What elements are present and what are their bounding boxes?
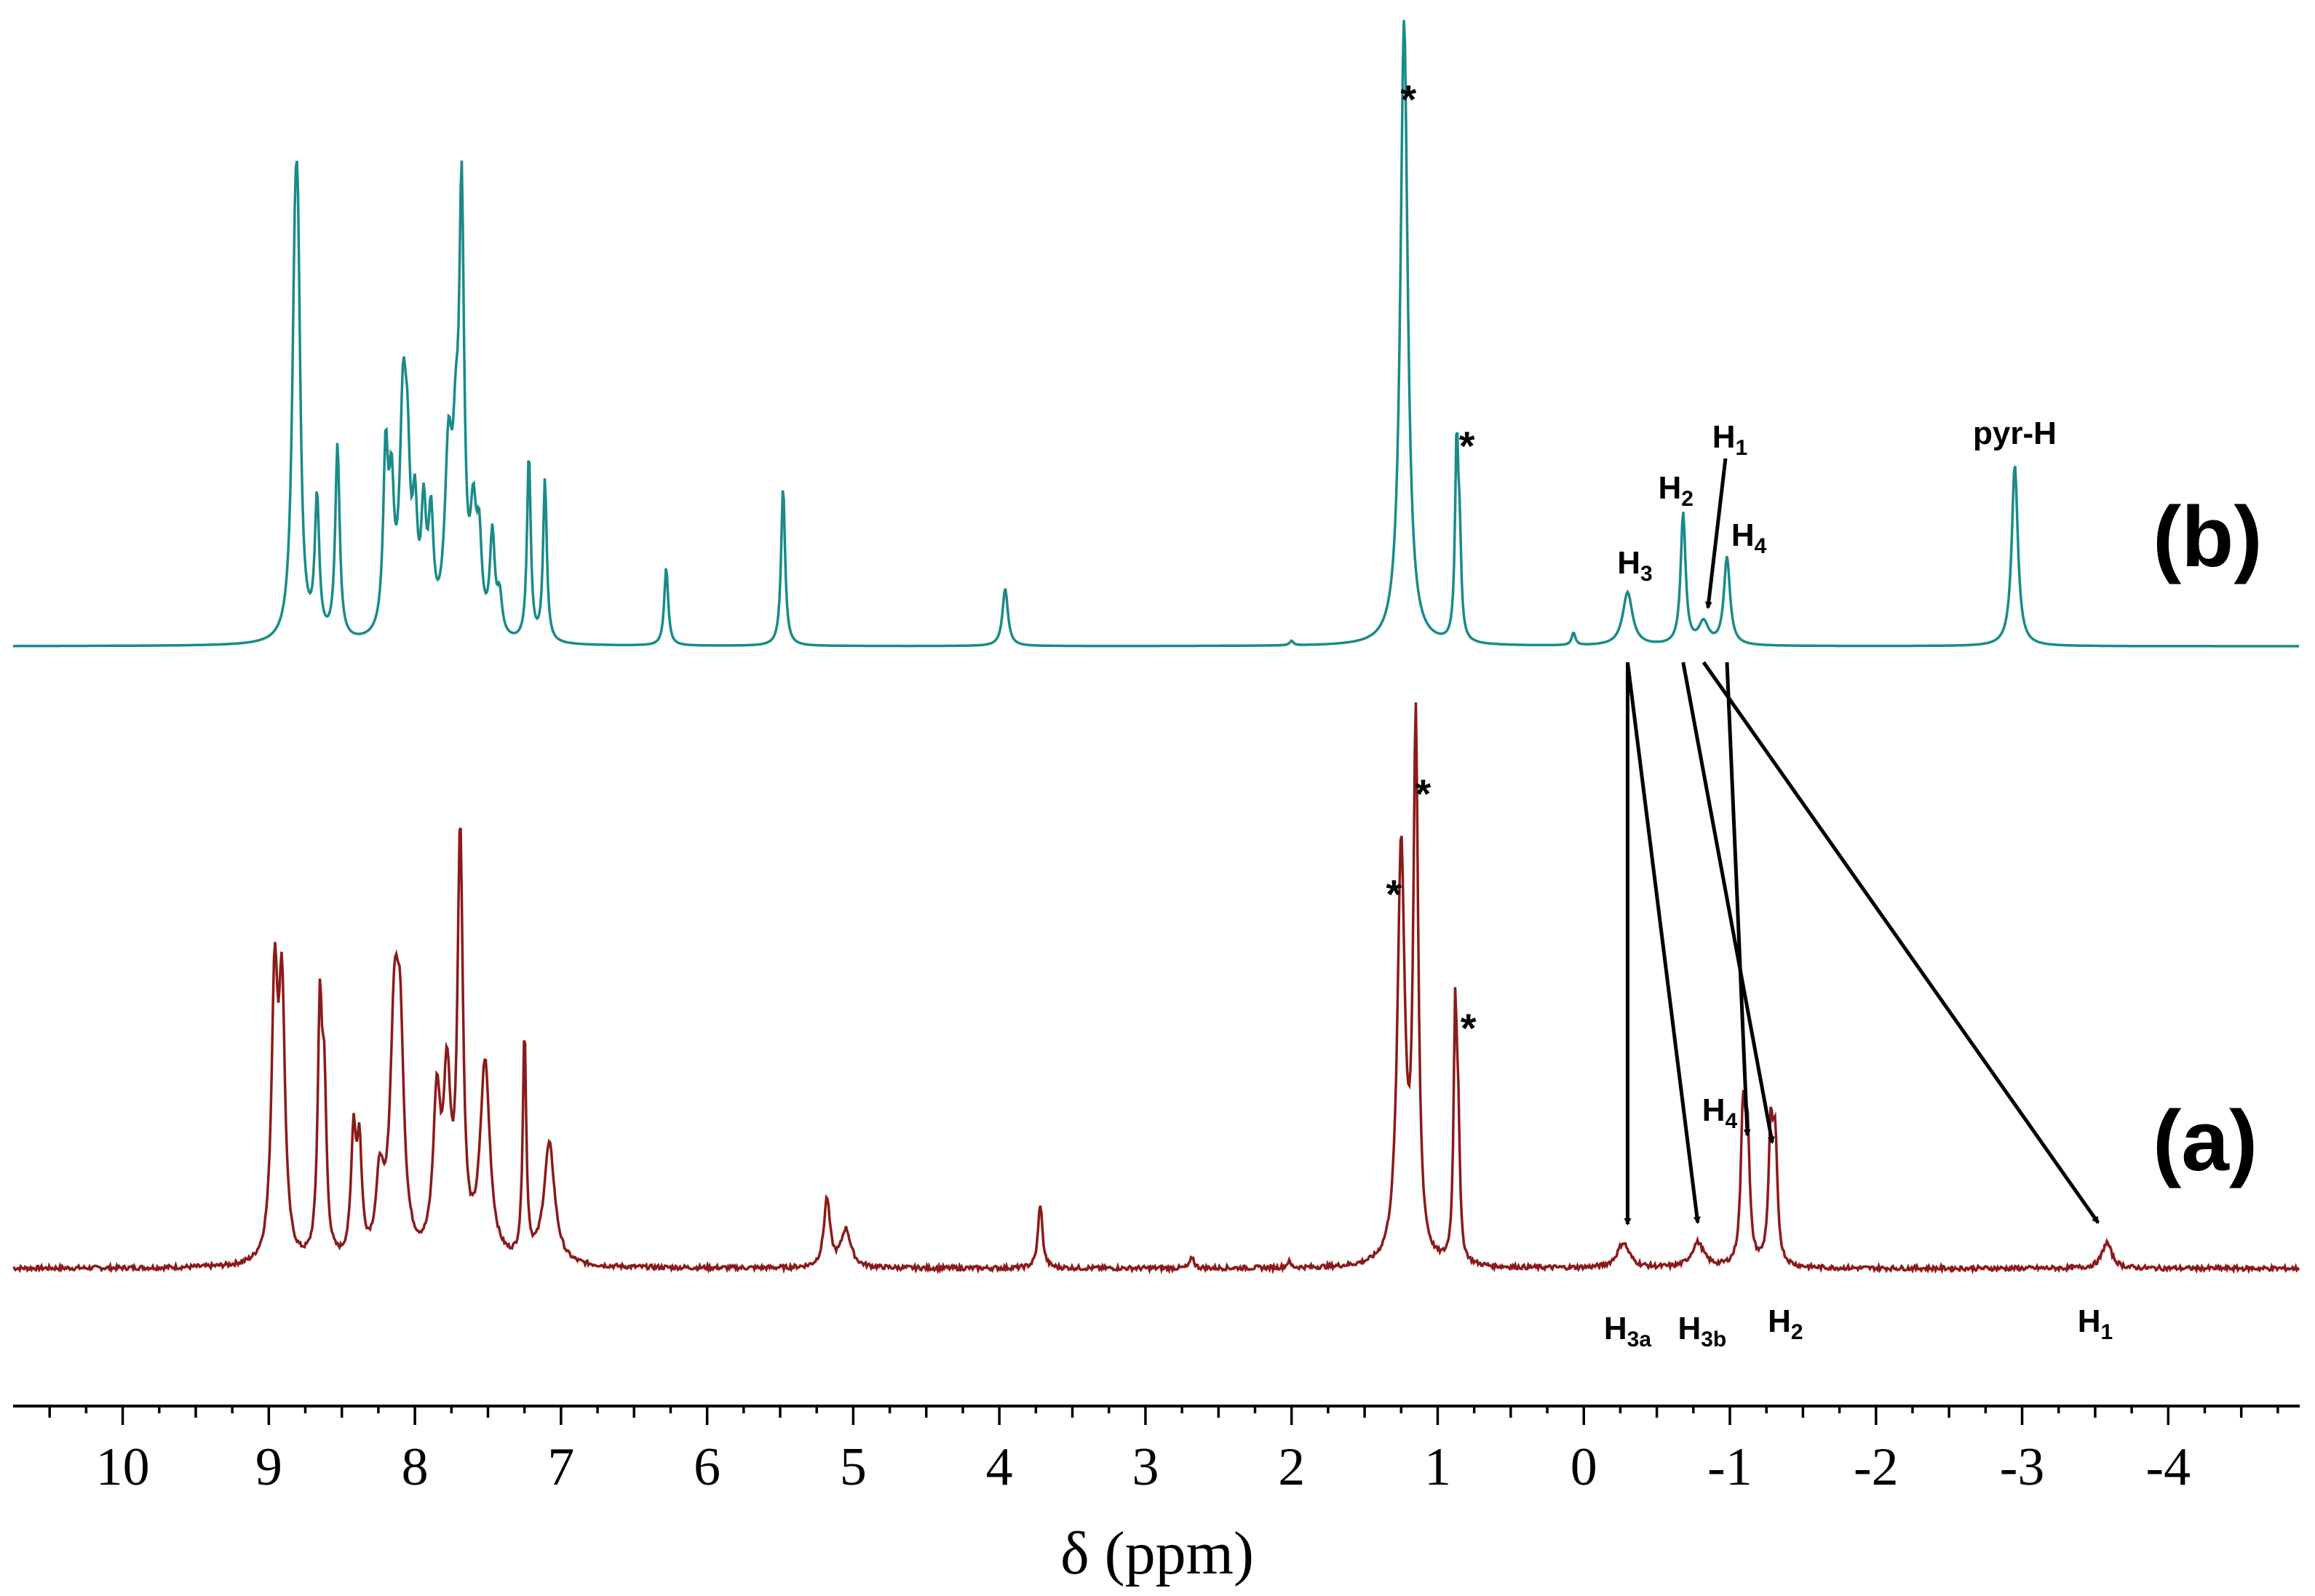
x-tick-label: -4 <box>2145 1437 2191 1497</box>
peak-label-b-H2: H2 <box>1658 470 1693 511</box>
x-tick-label: 0 <box>1571 1437 1597 1497</box>
spectrum-a <box>12 702 2300 1275</box>
x-axis-title: δ (ppm) <box>1060 1520 1254 1587</box>
peak-label-b-H4: H4 <box>1731 517 1767 558</box>
x-tick-label: 7 <box>547 1437 574 1497</box>
shift-arrows <box>1624 458 2100 1226</box>
peak-label-a-H2: H2 <box>1768 1303 1803 1344</box>
x-tick-label: 10 <box>96 1437 150 1497</box>
peak-label-b-H1: H1 <box>1712 419 1747 460</box>
peak-label-b-pyr: pyr-H <box>1973 416 2057 451</box>
spectrum-b <box>13 20 2299 648</box>
peak-label-a-H1: H1 <box>2078 1303 2113 1344</box>
solvent-star-b: * <box>1400 76 1416 122</box>
x-axis: 10 9 8 7 6 5 4 3 2 1 0 -1 -2 -3 -4 δ (ppm) <box>13 1405 2300 1587</box>
peak-label-a-H4: H4 <box>1702 1092 1738 1133</box>
shift-arrow <box>1681 662 1775 1144</box>
x-tick-label: -2 <box>1854 1437 1899 1497</box>
x-tick-label: 3 <box>1132 1437 1159 1497</box>
shift-arrow <box>1625 662 1701 1224</box>
solvent-star-b: * <box>1459 423 1475 469</box>
peak-label-a-H3b: H3b <box>1677 1311 1726 1351</box>
x-axis-ticks: 10 9 8 7 6 5 4 3 2 1 0 -1 -2 -3 -4 <box>48 1406 2279 1497</box>
x-tick-label: -1 <box>1707 1437 1752 1497</box>
x-tick-label: -3 <box>2000 1437 2045 1497</box>
x-tick-label: 8 <box>402 1437 429 1497</box>
x-tick-label: 1 <box>1424 1437 1451 1497</box>
shift-arrow <box>1725 662 1751 1137</box>
solvent-star-a: * <box>1386 871 1402 917</box>
spectrum-b-trace <box>13 20 2299 648</box>
peak-label-a-H3a: H3a <box>1604 1311 1651 1351</box>
shift-arrow <box>1701 661 2100 1224</box>
x-tick-label: 4 <box>986 1437 1013 1497</box>
panel-label-b: (b) <box>2153 489 2263 585</box>
x-tick-label: 5 <box>840 1437 867 1497</box>
peak-label-b-H3: H3 <box>1617 545 1652 586</box>
x-tick-label: 9 <box>255 1437 282 1497</box>
panel-label-a: (a) <box>2153 1093 2258 1189</box>
spectrum-a-trace <box>12 702 2300 1275</box>
x-tick-label: 6 <box>694 1437 720 1497</box>
solvent-star-a: * <box>1415 771 1432 817</box>
solvent-star-a: * <box>1461 1005 1477 1051</box>
shift-arrow <box>1704 458 1728 609</box>
x-tick-label: 2 <box>1278 1437 1305 1497</box>
